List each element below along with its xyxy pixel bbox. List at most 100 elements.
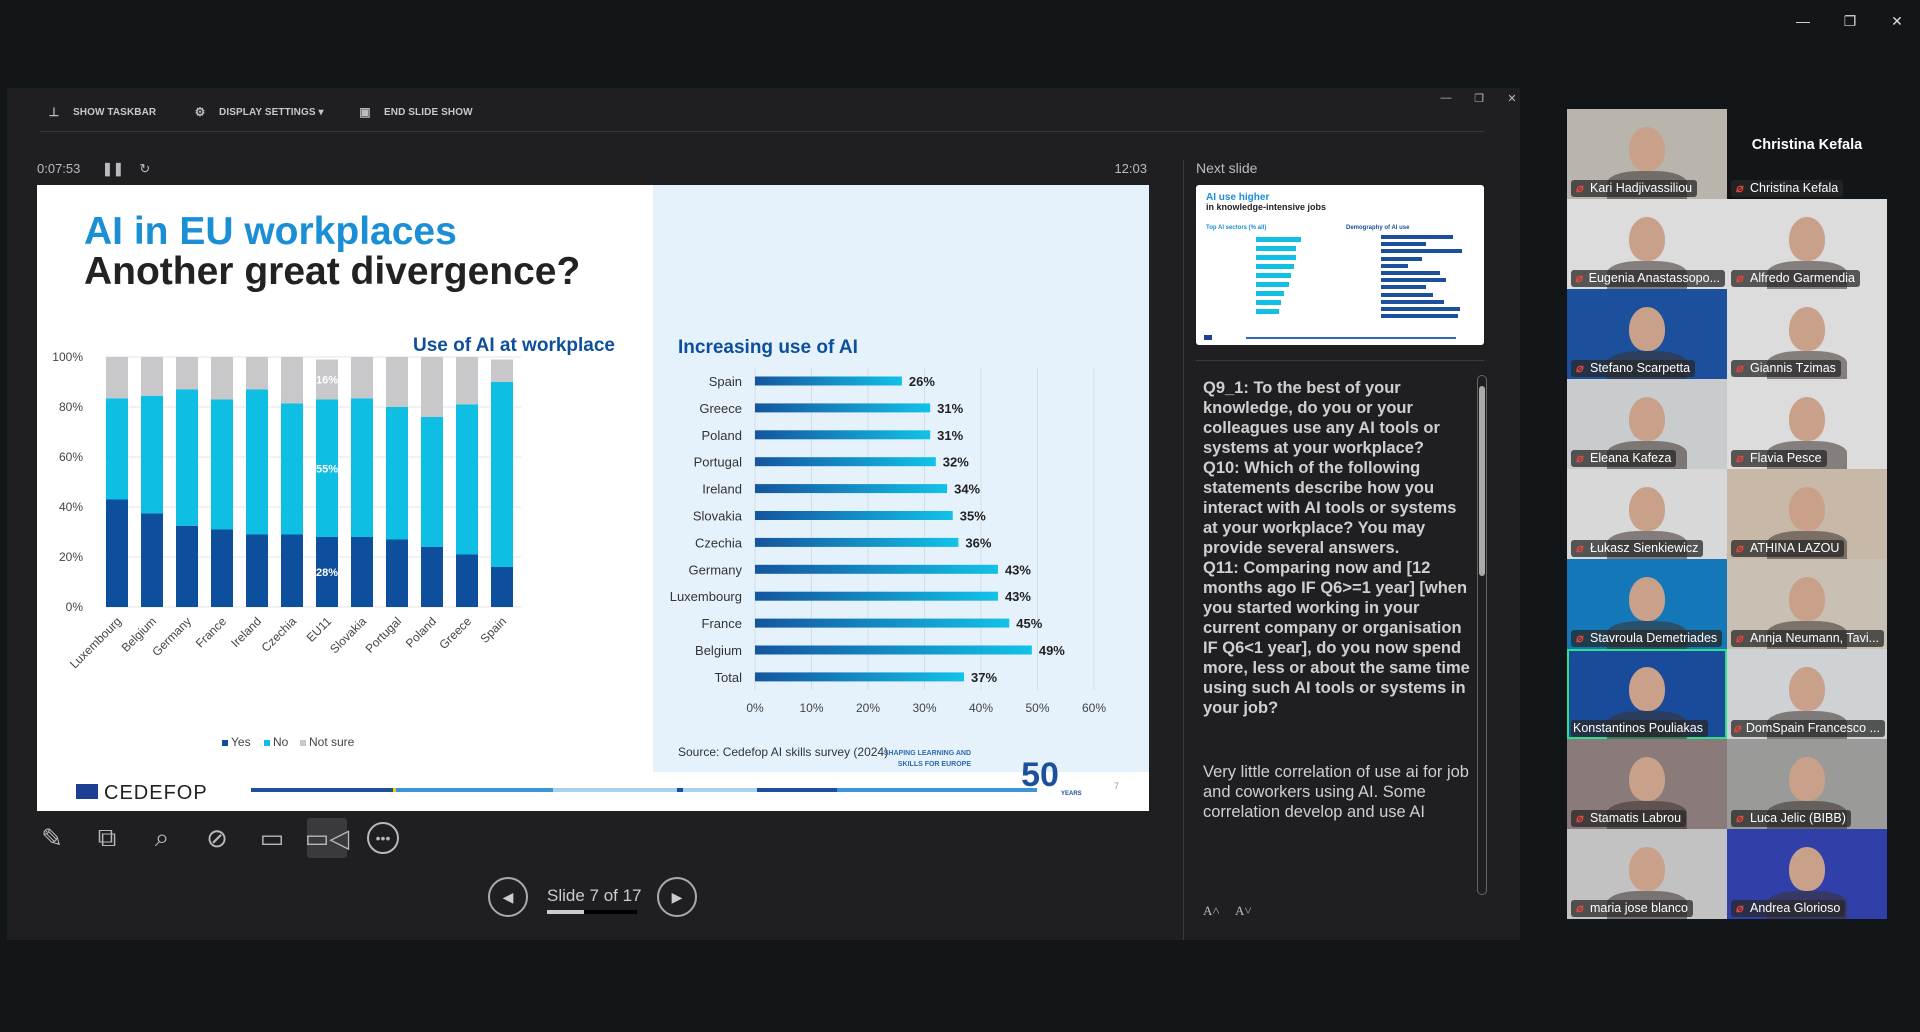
subtitles-icon[interactable]: ▭ bbox=[259, 822, 285, 853]
mini-bar bbox=[1381, 307, 1461, 311]
next-slide-subtitle: in knowledge-intensive jobs bbox=[1206, 202, 1327, 212]
y-tick-label: Poland bbox=[702, 428, 742, 443]
bar-yes-poland bbox=[421, 547, 443, 607]
display-settings-icon: ⚙ bbox=[194, 105, 206, 119]
bar-yes-spain bbox=[491, 567, 513, 607]
more-icon[interactable]: ••• bbox=[363, 818, 403, 858]
bar-no-germany bbox=[176, 389, 198, 526]
bar-germany bbox=[755, 564, 998, 574]
pen-icon[interactable]: ✎ bbox=[41, 822, 63, 853]
slide-counter[interactable]: Slide 7 of 17 bbox=[547, 886, 642, 905]
footer-stripe bbox=[396, 788, 553, 792]
data-label: 35% bbox=[960, 509, 986, 524]
participant-tile[interactable]: ⌀ Andrea Glorioso bbox=[1727, 829, 1887, 919]
minimize-button[interactable]: — bbox=[1796, 13, 1810, 29]
participant-tile[interactable]: ⌀ Luca Jelic (BIBB) bbox=[1727, 739, 1887, 829]
participant-name-text: Flavia Pesce bbox=[1750, 451, 1822, 465]
previous-slide-button[interactable]: ◀ bbox=[488, 877, 528, 917]
participant-name-text: DomSpain Francesco ... bbox=[1745, 721, 1880, 735]
participant-name: ⌀ Kari Hadjivassiliou bbox=[1571, 180, 1698, 197]
mic-muted-icon: ⌀ bbox=[1735, 181, 1745, 195]
participant-name: ⌀ Alfredo Garmendia bbox=[1731, 270, 1860, 287]
next-slide-button[interactable]: ▶ bbox=[657, 877, 697, 917]
notes-scrollbar-thumb[interactable] bbox=[1479, 386, 1485, 576]
current-slide[interactable]: AI in EU workplaces Another great diverg… bbox=[37, 185, 1149, 811]
x-tick-label: Greece bbox=[436, 614, 474, 652]
end-slide-show-button[interactable]: ▣ END SLIDE SHOW bbox=[356, 104, 473, 120]
mic-muted-icon: ⌀ bbox=[1575, 811, 1585, 825]
show-taskbar-button[interactable]: ⊥ SHOW TASKBAR bbox=[45, 104, 156, 120]
next-slide-thumbnail[interactable]: AI use higher in knowledge-intensive job… bbox=[1196, 185, 1484, 345]
display-settings-label: DISPLAY SETTINGS ▾ bbox=[219, 106, 324, 118]
participant-tile[interactable]: ⌀ Giannis Tzimas bbox=[1727, 289, 1887, 379]
data-label: 36% bbox=[965, 535, 991, 550]
pause-icon[interactable]: ❚❚ bbox=[102, 161, 124, 176]
notes-comment: Very little correlation of use ai for jo… bbox=[1203, 763, 1469, 821]
speaker-notes[interactable]: Q9_1: To the best of your knowledge, do … bbox=[1203, 378, 1473, 896]
mini-bar bbox=[1256, 273, 1291, 278]
participant-tile[interactable]: ⌀ Stamatis Labrou bbox=[1567, 739, 1727, 829]
participant-name-text: Stamatis Labrou bbox=[1590, 811, 1682, 825]
x-tick-label: EU11 bbox=[304, 614, 335, 645]
participant-tile[interactable]: ⌀ Stavroula Demetriades bbox=[1567, 559, 1727, 649]
presenter-close-button[interactable]: ✕ bbox=[1507, 93, 1517, 105]
data-label: 55% bbox=[316, 463, 338, 475]
chart-title-left: Use of AI at workplace bbox=[413, 335, 615, 356]
participant-name-text: Eugenia Anastassopo... bbox=[1588, 271, 1720, 285]
participant-video bbox=[1789, 307, 1825, 351]
participant-tile[interactable]: Konstantinos Pouliakas bbox=[1567, 649, 1727, 739]
participant-tile[interactable]: ⌀ Eleana Kafeza bbox=[1567, 379, 1727, 469]
participant-tile[interactable]: ⌀ Stefano Scarpetta bbox=[1567, 289, 1727, 379]
camera-icon[interactable]: ▭◁ bbox=[305, 818, 349, 858]
x-tick-label: 50% bbox=[1025, 701, 1049, 715]
close-button[interactable]: ✕ bbox=[1891, 13, 1903, 29]
bar-no-greece bbox=[456, 404, 478, 555]
increase-font-button[interactable]: A˄ bbox=[1203, 903, 1220, 918]
y-tick-label: 80% bbox=[59, 400, 83, 414]
bar-no-france bbox=[211, 399, 233, 530]
participant-tile[interactable]: ⌀ Alfredo Garmendia bbox=[1727, 199, 1887, 289]
participant-video bbox=[1789, 847, 1825, 891]
restart-icon[interactable]: ↻ bbox=[139, 161, 151, 176]
participant-tile[interactable]: ⌀ DomSpain Francesco ... bbox=[1727, 649, 1887, 739]
participant-name-text: Luca Jelic (BIBB) bbox=[1750, 811, 1846, 825]
participant-tile[interactable]: ⌀ Flavia Pesce bbox=[1727, 379, 1887, 469]
mini-bar bbox=[1256, 264, 1294, 269]
y-tick-label: 20% bbox=[59, 550, 83, 564]
participant-name-text: ATHINA LAZOU bbox=[1750, 541, 1840, 555]
data-label: 34% bbox=[954, 482, 980, 497]
x-tick-label: France bbox=[193, 614, 230, 651]
y-tick-label: 100% bbox=[52, 350, 83, 364]
participant-tile[interactable]: ⌀ Łukasz Sienkiewicz bbox=[1567, 469, 1727, 559]
bar-yes-france bbox=[211, 529, 233, 607]
bar-not-sure-germany bbox=[176, 357, 198, 390]
participant-name-text: Annja Neumann, Tavi... bbox=[1750, 631, 1880, 645]
participant-name-text: Andrea Glorioso bbox=[1750, 901, 1841, 915]
display-settings-button[interactable]: ⚙ DISPLAY SETTINGS ▾ bbox=[191, 104, 324, 120]
presenter-restore-button[interactable]: ❐ bbox=[1474, 93, 1484, 105]
participant-name-text: Christina Kefala bbox=[1750, 181, 1839, 195]
participant-tile[interactable]: ⌀ maria jose blanco bbox=[1567, 829, 1727, 919]
notes-scrollbar[interactable] bbox=[1477, 375, 1487, 895]
slide-subtitle: Another great divergence? bbox=[84, 250, 581, 293]
x-tick-label: 0% bbox=[746, 701, 764, 715]
participant-tile[interactable]: ⌀ Kari Hadjivassiliou bbox=[1567, 109, 1727, 199]
bar-no-spain bbox=[491, 382, 513, 567]
participant-tile[interactable]: ⌀ Eugenia Anastassopo... bbox=[1567, 199, 1727, 289]
mini-bar bbox=[1381, 271, 1440, 275]
participant-name: ⌀ Stavroula Demetriades bbox=[1571, 630, 1723, 647]
zoom-icon[interactable]: ⌕ bbox=[154, 822, 170, 852]
mini-bar bbox=[1381, 278, 1446, 283]
presenter-minimize-button[interactable]: — bbox=[1440, 92, 1452, 104]
participant-tile[interactable]: Christina Kefala ⌀ Christina Kefala bbox=[1727, 109, 1887, 199]
decrease-font-button[interactable]: A˅ bbox=[1235, 903, 1252, 918]
restore-button[interactable]: ❐ bbox=[1843, 13, 1857, 29]
participant-video bbox=[1789, 217, 1825, 261]
black-screen-icon[interactable]: ⊘ bbox=[206, 822, 228, 853]
bar-ireland bbox=[755, 484, 948, 494]
see-all-slides-icon[interactable]: ⧉ bbox=[97, 822, 117, 852]
participant-tile[interactable]: ⌀ ATHINA LAZOU bbox=[1727, 469, 1887, 559]
participant-tile[interactable]: ⌀ Annja Neumann, Tavi... bbox=[1727, 559, 1887, 649]
data-label: 31% bbox=[937, 401, 963, 416]
footer-stripe bbox=[251, 788, 393, 792]
